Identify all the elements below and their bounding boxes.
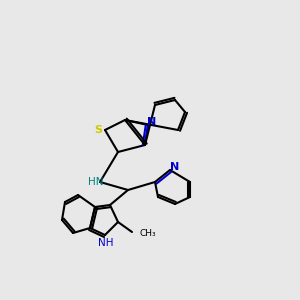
Text: CH₃: CH₃ [140,230,157,238]
Text: NH: NH [98,238,114,248]
Text: N: N [147,117,157,127]
Text: HN: HN [88,177,104,187]
Text: S: S [94,125,102,135]
Text: N: N [170,162,180,172]
